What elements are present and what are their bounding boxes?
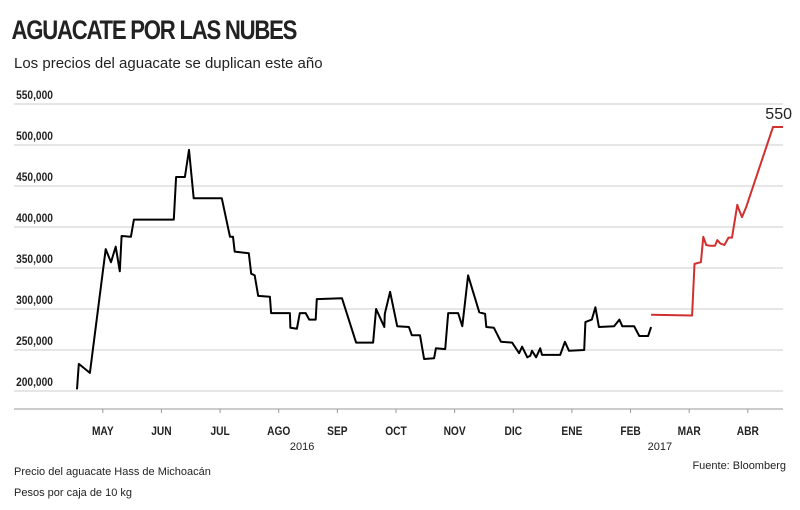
- year-label: 2016: [290, 441, 314, 453]
- x-tick-label: FEB: [620, 425, 640, 438]
- source: Fuente: Bloomberg: [692, 460, 786, 472]
- x-tick-label: ENE: [561, 425, 582, 438]
- x-tick-label: NOV: [444, 425, 467, 438]
- line: [76, 148, 653, 390]
- x-tick-label: JUL: [210, 425, 229, 438]
- y-tick-label: 500,000: [16, 130, 53, 143]
- y-tick-label: 200,000: [16, 376, 53, 389]
- chart-subtitle: Los precios del aguacate se duplican est…: [14, 55, 323, 72]
- y-tick-label: 450,000: [16, 171, 53, 184]
- x-tick-label: MAY: [92, 425, 114, 438]
- y-tick-label: 250,000: [16, 335, 53, 348]
- y-tick-label: 350,000: [16, 253, 53, 266]
- y-tick-label: 400,000: [16, 212, 53, 225]
- annotation: 550: [765, 106, 792, 123]
- x-tick-label: DIC: [504, 425, 522, 438]
- x-tick-label: AGO: [267, 425, 291, 438]
- note: Pesos por caja de 10 kg: [14, 487, 132, 499]
- x-tick-label: JUN: [151, 425, 171, 438]
- x-tick-label: MAR: [678, 425, 701, 438]
- line: [651, 126, 783, 317]
- x-tick-label: OCT: [385, 425, 407, 438]
- note: Precio del aguacate Hass de Michoacán: [14, 466, 211, 478]
- y-tick-label: 550,000: [16, 89, 53, 102]
- year-label: 2017: [648, 441, 672, 453]
- x-tick-label: ABR: [737, 425, 759, 438]
- y-tick-label: 300,000: [16, 294, 53, 307]
- chart-title: AGUACATE POR LAS NUBES: [11, 16, 297, 46]
- x-tick-label: SEP: [327, 425, 348, 438]
